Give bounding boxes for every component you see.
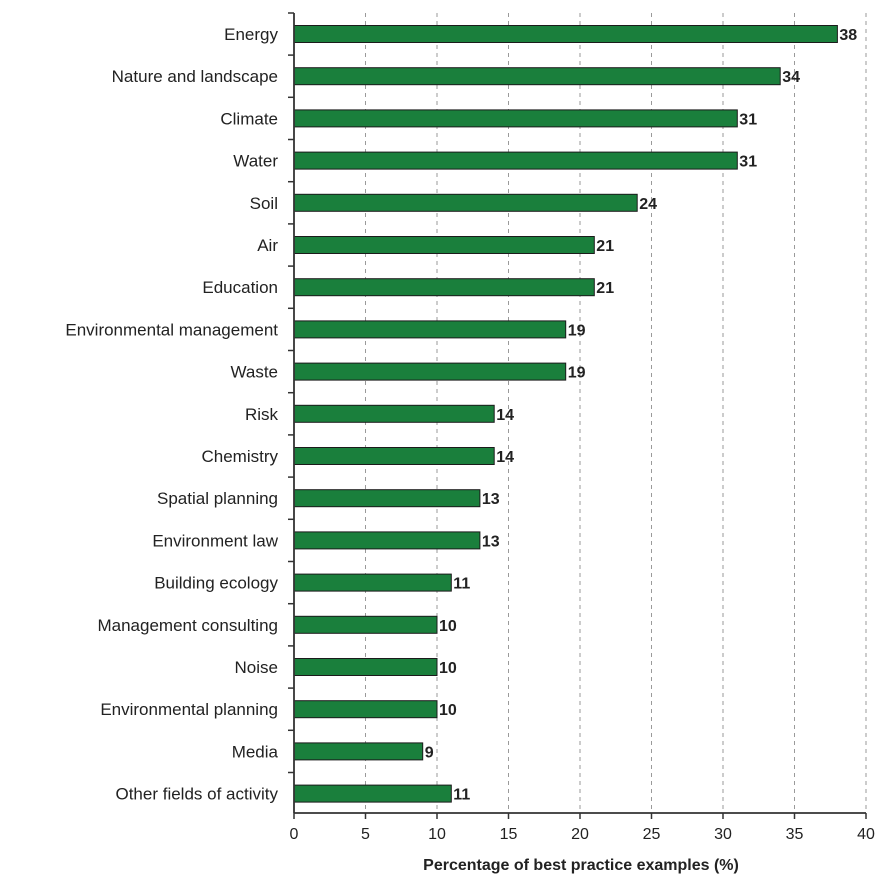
bar-soil: [293, 193, 638, 212]
value-label: 21: [596, 280, 614, 297]
value-label: 21: [596, 238, 614, 255]
category-label: Building ecology: [154, 574, 278, 593]
bar-media: [293, 742, 424, 761]
value-label: 13: [482, 491, 500, 508]
bar-other-fields-of-activity: [293, 784, 452, 803]
bar-education: [293, 278, 595, 297]
value-label: 10: [439, 660, 457, 677]
value-label: 10: [439, 618, 457, 635]
bar-management-consulting: [293, 615, 438, 634]
bar-climate: [293, 109, 738, 128]
labels: 0 5 10 15 20 25 30 35 40 Energy 38 Nature and lands…: [65, 25, 875, 843]
value-label: 13: [482, 533, 500, 550]
bar-building-ecology: [293, 573, 452, 592]
x-tick-label-15: 15: [500, 826, 518, 843]
x-tick-label-40: 40: [857, 826, 875, 843]
x-tick-label-30: 30: [714, 826, 732, 843]
category-label: Energy: [224, 25, 278, 44]
value-label: 19: [568, 365, 586, 382]
bar-noise: [293, 658, 438, 676]
bar-environment-law: [293, 531, 481, 550]
bar-nature-and-landscape: [293, 67, 781, 86]
category-label: Noise: [235, 658, 278, 677]
x-axis-title: Percentage of best practice examples (%): [423, 857, 739, 874]
x-tick-label-20: 20: [571, 826, 589, 843]
value-label: 9: [425, 744, 434, 761]
category-label: Climate: [220, 109, 278, 128]
bar-environmental-planning: [293, 700, 438, 719]
bar-water: [293, 151, 738, 170]
x-tick-label-5: 5: [361, 826, 370, 843]
x-tick-label-10: 10: [428, 826, 446, 843]
bars: [293, 25, 838, 803]
value-label: 14: [496, 407, 514, 424]
category-label: Spatial planning: [157, 489, 278, 508]
bar-energy: [293, 25, 838, 43]
category-label: Education: [202, 278, 278, 297]
category-label: Risk: [245, 405, 279, 424]
bar-spatial-planning: [293, 489, 481, 508]
category-label: Other fields of activity: [115, 785, 278, 804]
value-label: 11: [453, 787, 470, 804]
bar-chemistry: [293, 447, 495, 465]
value-label: 14: [496, 449, 514, 466]
axes: [288, 12, 867, 819]
bar-risk: [293, 404, 495, 423]
bar-waste: [293, 362, 567, 381]
category-label: Water: [233, 152, 278, 171]
category-label: Environmental planning: [100, 700, 278, 719]
category-label: Environment law: [152, 531, 278, 550]
category-label: Soil: [250, 194, 278, 213]
category-label: Air: [257, 236, 278, 255]
category-label: Management consulting: [97, 616, 278, 635]
value-label: 38: [839, 27, 857, 44]
bar-environmental-management: [293, 320, 567, 339]
bar-air: [293, 236, 595, 254]
value-label: 10: [439, 702, 457, 719]
category-label: Waste: [230, 363, 278, 382]
value-label: 19: [568, 322, 586, 339]
x-tick-label-0: 0: [290, 826, 299, 843]
category-label: Chemistry: [201, 447, 278, 466]
value-label: 34: [782, 69, 800, 86]
value-label: 24: [639, 196, 657, 213]
category-label: Nature and landscape: [112, 67, 278, 86]
value-label: 31: [739, 154, 757, 171]
category-label: Environmental management: [65, 320, 278, 339]
value-label: 31: [739, 111, 757, 128]
value-label: 11: [453, 576, 470, 593]
x-tick-label-25: 25: [643, 826, 661, 843]
x-tick-label-35: 35: [786, 826, 804, 843]
category-label: Media: [232, 742, 279, 761]
